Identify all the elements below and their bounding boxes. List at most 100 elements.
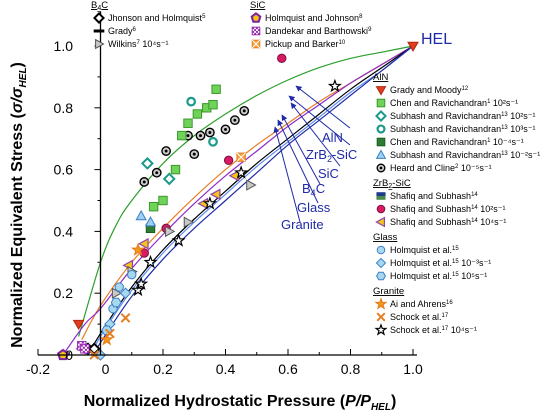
- curve-label: B4C: [302, 181, 325, 198]
- curve-granite: [93, 45, 414, 356]
- data-point-b: [120, 313, 131, 323]
- data-point-inner: [192, 152, 196, 156]
- legend-label: Wilkins7 10⁴s⁻¹: [108, 39, 168, 49]
- legend-sup: 1: [487, 99, 491, 105]
- x-axis-label: Normalized Hydrostatic Pressure (P/PHEL): [84, 393, 397, 413]
- legend-marker-cell: [257, 32, 260, 35]
- data-point: [130, 282, 146, 297]
- data-point-cell: [77, 341, 80, 344]
- legend-suffix: 10⁻³s⁻¹: [459, 258, 492, 268]
- data-point: [80, 344, 90, 354]
- legend-sup: 13: [501, 151, 508, 157]
- data-point-b: [236, 152, 246, 162]
- data-point: [162, 172, 176, 186]
- legend-sup: 5: [202, 14, 206, 20]
- data-point: [143, 254, 158, 269]
- data-point: [229, 115, 240, 126]
- legend-label: Subhash and Ravichandran13 10³s⁻¹: [390, 124, 536, 134]
- legend-suffix: 10²s⁻¹: [508, 111, 536, 121]
- legend-marker: [375, 86, 387, 96]
- legend-sup: 15: [452, 246, 459, 252]
- data-point: [407, 41, 419, 53]
- data-point: [177, 130, 187, 141]
- legend-sup: 2: [455, 164, 459, 170]
- legend-marker-cell: [257, 29, 260, 31]
- data-point: [202, 196, 217, 210]
- arrow-5: [273, 126, 301, 223]
- curve-label: SiC: [318, 166, 339, 181]
- curve-label: Granite: [281, 217, 324, 232]
- arrow-1: [288, 95, 351, 146]
- curve-label-rest: -SiC: [332, 147, 357, 162]
- legend-heading-sub: 4: [97, 5, 101, 12]
- curve-aln: [78, 45, 414, 337]
- legend-sup: 14: [471, 192, 478, 198]
- data-point: [189, 149, 200, 160]
- legend-label: Jhonson and Holmquist5: [108, 13, 206, 23]
- legend-marker: [375, 149, 387, 159]
- legend-heading-rest: C: [101, 0, 108, 11]
- legend-label: Shafiq and Subhash14 10²s⁻¹: [390, 204, 506, 214]
- data-point-cell: [77, 345, 80, 348]
- data-point: [183, 118, 193, 128]
- data-point: [119, 287, 132, 299]
- data-point-inner: [224, 127, 227, 131]
- data-point: [148, 201, 159, 212]
- legend-sup: 16: [446, 300, 453, 306]
- data-point-cell: [84, 344, 87, 347]
- legend-sup: 8: [359, 14, 363, 20]
- legend-sup: 13: [501, 112, 508, 118]
- legend-suffix: 10⁻⁵s⁻¹: [458, 163, 491, 173]
- legend-marker-cell: [252, 27, 255, 30]
- data-point-cell: [86, 346, 90, 349]
- legend-sup: 17: [442, 326, 449, 332]
- curve-label: AlN: [322, 130, 343, 145]
- legend-heading-rest: -SiC: [392, 178, 411, 189]
- data-point: [208, 100, 218, 110]
- legend-label: Schock et al.17: [390, 312, 449, 322]
- data-point: [170, 164, 181, 175]
- data-point: [277, 53, 287, 64]
- legend-marker: [376, 271, 386, 281]
- legend-suffix: 10⁴s⁻¹: [448, 325, 477, 335]
- data-point-inner: [199, 134, 202, 138]
- legend-label: Subhash and Ravichandran13 10⁻²s⁻¹: [390, 150, 540, 160]
- legend-marker: [376, 124, 386, 134]
- legend-label: Grady and Moody12: [390, 85, 469, 95]
- data-point: [209, 188, 221, 201]
- legend-sup: 1: [487, 138, 491, 144]
- legend-suffix: 10⁻⁴s⁻¹: [490, 137, 523, 147]
- x-tick-label: 0.4: [216, 361, 236, 377]
- curve-label-sub: 2: [327, 154, 332, 164]
- data-point: [164, 225, 176, 238]
- legend-suffix: 10⁻²s⁻¹: [508, 150, 541, 160]
- y-tick-label: 0: [65, 347, 73, 363]
- data-point-cell: [80, 348, 83, 351]
- data-point: [183, 216, 195, 228]
- legend-suffix: 10⁴s⁻¹: [478, 217, 507, 227]
- data-point: [208, 136, 218, 147]
- data-point: [204, 127, 215, 138]
- legend-sup: 14: [471, 218, 478, 224]
- data-point-inner: [208, 131, 212, 134]
- legend-label: Holmquist et al.15 10⁵s⁻¹: [390, 271, 487, 281]
- legend-marker: [376, 163, 386, 173]
- y-tick-label: 0.6: [54, 162, 74, 178]
- legend-heading-sub: 2: [388, 183, 392, 190]
- legend-label: Dandekar and Barthowski9: [265, 26, 372, 36]
- legend-suffix: 10²s⁻¹: [478, 204, 506, 214]
- curve-label: Glass: [297, 200, 331, 215]
- data-point: [239, 105, 250, 116]
- data-point: [234, 165, 249, 179]
- x-tick-label: 1.0: [403, 361, 423, 377]
- x-axis-label-close: ): [391, 393, 396, 410]
- data-point-cell: [86, 350, 90, 354]
- data-points: [57, 41, 419, 361]
- arrow-4: [277, 119, 319, 204]
- legend-marker: [376, 245, 386, 255]
- legend-marker: [250, 12, 262, 23]
- data-point: [104, 328, 115, 339]
- legend-marker: [95, 38, 105, 50]
